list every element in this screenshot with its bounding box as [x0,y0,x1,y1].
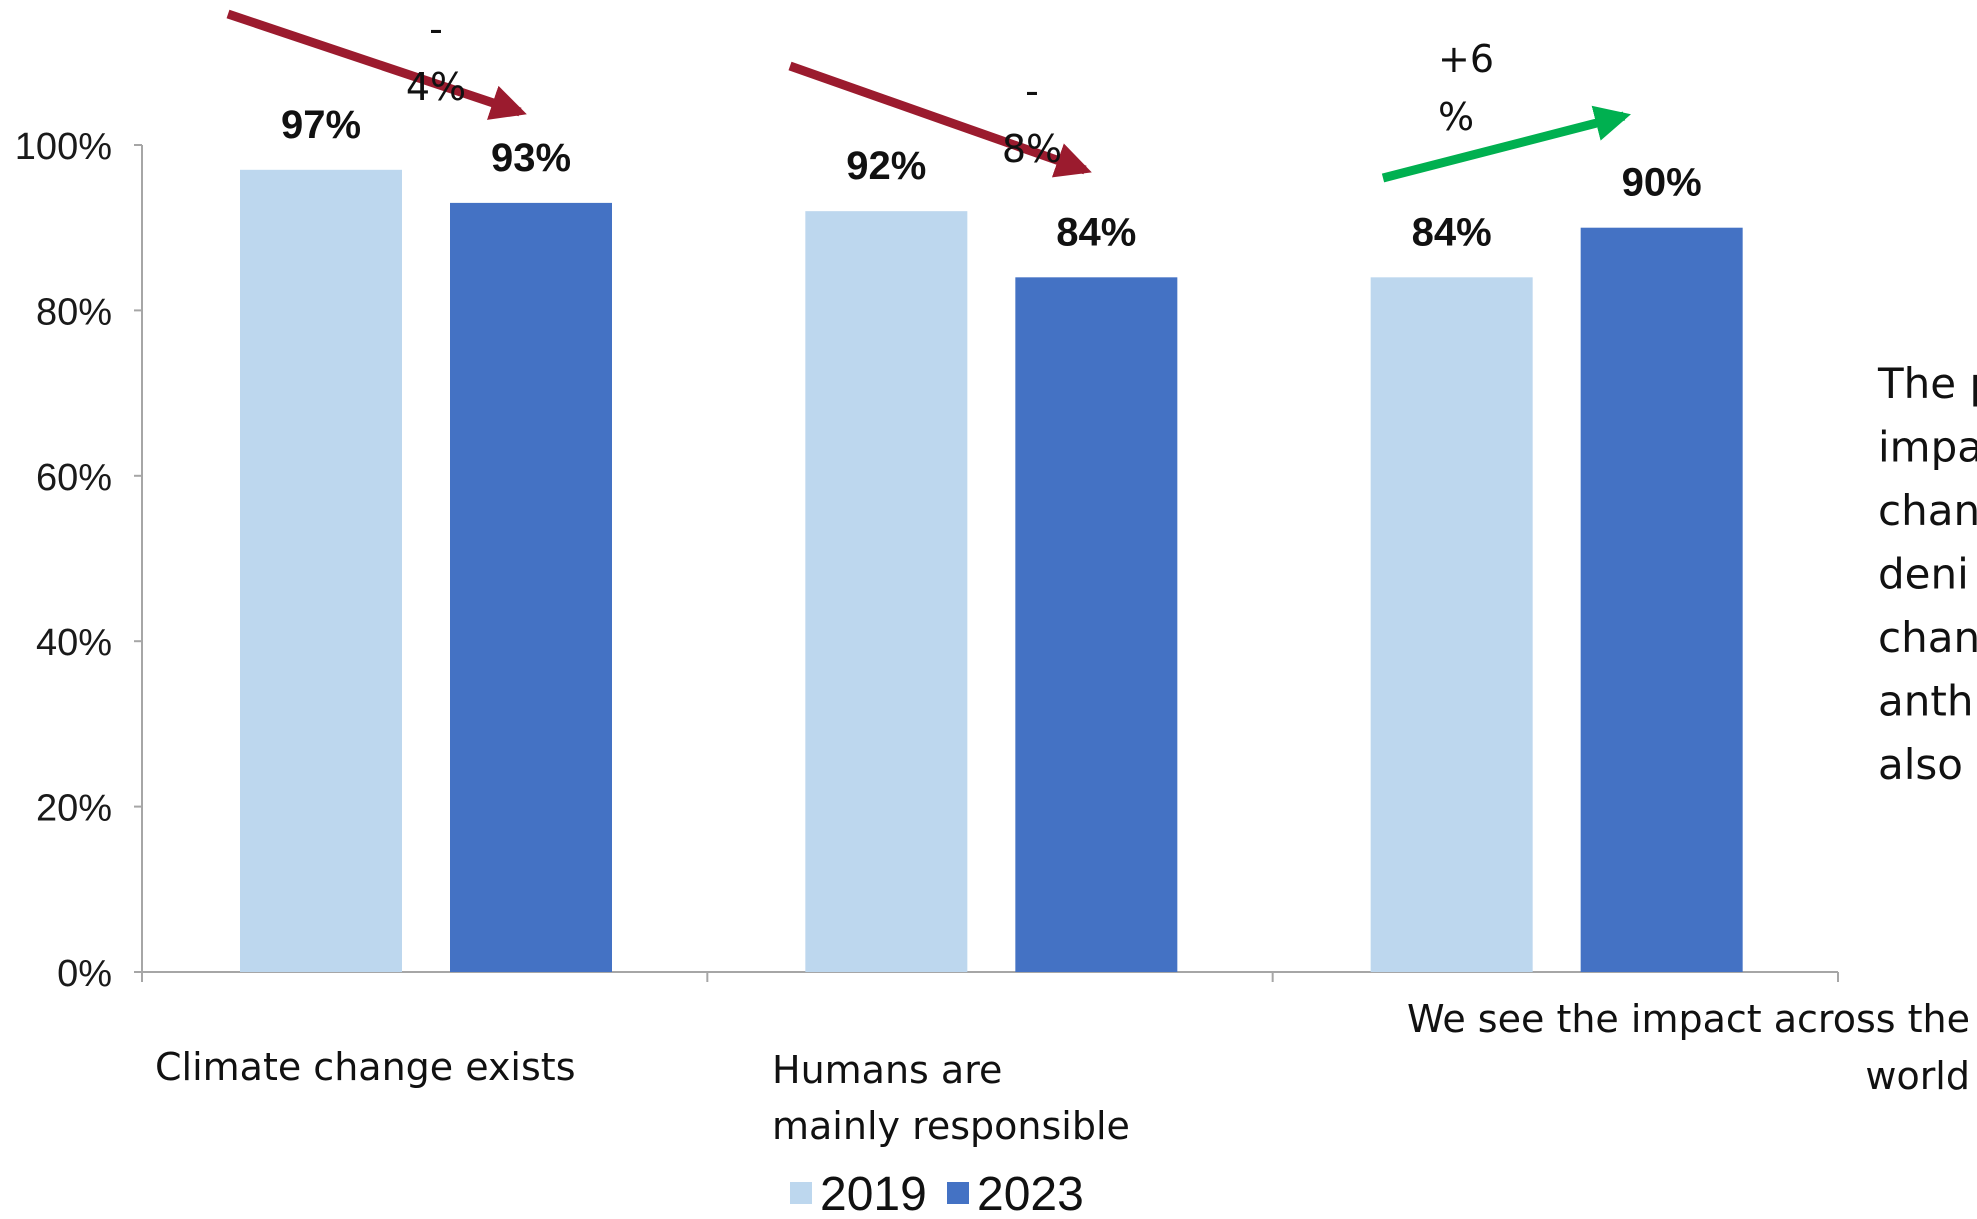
change-label: % [1438,95,1474,139]
bar-2019 [805,211,968,972]
x-category-label: mainly responsible [772,1104,1130,1148]
side-text-line: impa [1878,423,1977,472]
y-tick-label: 0% [57,953,112,995]
x-category-label: world [1865,1054,1970,1098]
x-category-label: We see the impact across the [1407,997,1970,1041]
change-arrow [788,61,1092,178]
change-label: +6 [1438,37,1494,81]
side-text-line: anth [1878,677,1973,726]
change-arrow [1381,105,1631,183]
side-text-line: chan [1878,613,1977,662]
data-label: 90% [1622,161,1702,205]
data-label: 97% [281,103,361,147]
side-text-line: chan [1878,486,1977,535]
bar-2023 [450,202,612,972]
side-text-line: deni [1878,550,1969,599]
bar-2019 [240,169,402,972]
y-tick-label: 100% [15,126,112,168]
x-category-label: Climate change exists [155,1045,576,1089]
x-category-label: Humans are [772,1048,1002,1092]
bar-2023 [1015,277,1178,972]
bar-2023 [1580,227,1743,972]
side-text-line: The p [1877,359,1977,408]
side-text-line: also [1878,740,1963,789]
data-label: 93% [491,136,571,180]
change-label: - [429,7,443,51]
change-label: 4% [406,65,466,109]
change-label: 8% [1002,127,1062,171]
data-label: 84% [1056,210,1136,254]
y-tick-label: 60% [36,457,112,499]
change-arrow [226,9,527,120]
change-label: - [1025,69,1039,113]
y-tick-label: 80% [36,291,112,333]
legend-label: 2023 [977,1168,1084,1219]
legend-swatch [947,1182,969,1204]
bar-2019 [1370,277,1533,972]
y-tick-label: 20% [36,788,112,830]
legend-label: 2019 [820,1168,927,1219]
data-label: 84% [1412,210,1492,254]
data-label: 92% [846,144,926,188]
legend-swatch [790,1182,812,1204]
y-tick-label: 40% [36,622,112,664]
